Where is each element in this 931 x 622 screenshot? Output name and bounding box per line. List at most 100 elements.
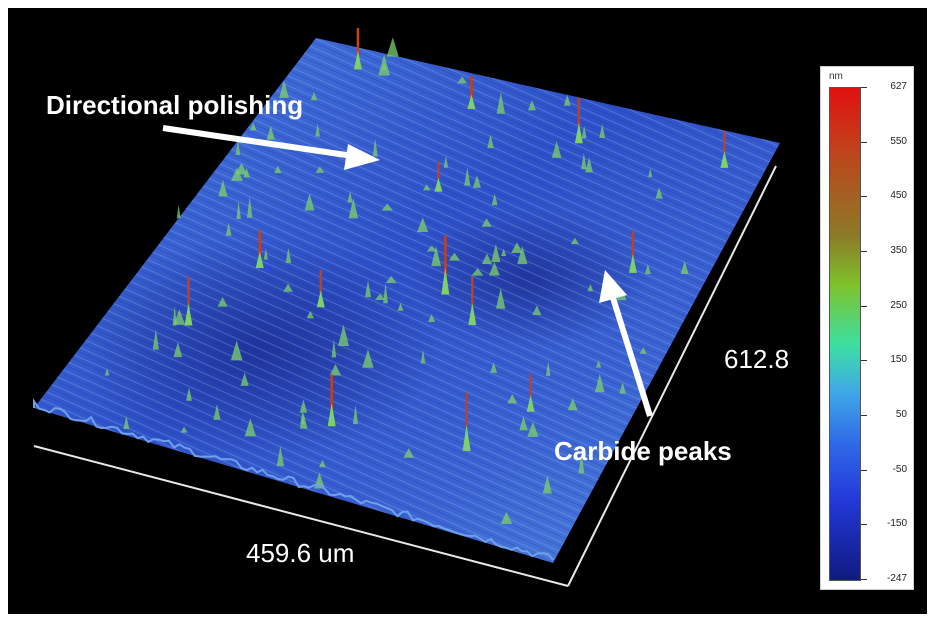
- surface-peak: [578, 452, 585, 474]
- surface-peak: [443, 155, 449, 168]
- surface-peak: [563, 94, 571, 106]
- surface-peak: [331, 339, 337, 358]
- colorbar-tick-label: 150: [890, 354, 907, 366]
- surface-peak: [501, 248, 507, 256]
- surface-peak: [173, 309, 186, 325]
- surface-peak: [276, 445, 285, 467]
- colorbar-tick-label: 627: [890, 81, 907, 92]
- surface-peak: [448, 252, 461, 261]
- colorbar-tick: [861, 415, 867, 416]
- surface-peak: [279, 80, 289, 98]
- surface-peak: [263, 248, 268, 260]
- surface-peak: [567, 398, 578, 411]
- surface-peak: [362, 349, 374, 368]
- colorbar-tick-label: -150: [886, 518, 907, 530]
- surface-peak: [173, 341, 183, 358]
- surface-peak: [300, 411, 305, 425]
- colorbar-tick: [861, 469, 867, 471]
- carbide-peak-base: [462, 424, 471, 451]
- surface-peak: [457, 76, 468, 84]
- annotation-carbide-peaks: Carbide peaks: [554, 436, 732, 466]
- surface-peak: [364, 280, 372, 298]
- surface-peak: [236, 200, 241, 219]
- colorbar-unit: nm: [829, 71, 843, 82]
- carbide-peak-base: [353, 50, 362, 70]
- surface-peak: [585, 157, 594, 173]
- surface-peak: [426, 245, 437, 252]
- surface-peak: [230, 340, 243, 361]
- surface-peak: [532, 305, 542, 316]
- surface-peak: [490, 362, 498, 373]
- arrow-to-carbide: [599, 270, 653, 417]
- surface-peak: [104, 368, 110, 376]
- surface-peak: [644, 264, 651, 275]
- surface-peak: [274, 165, 282, 174]
- polishing-streaks: [34, 38, 780, 563]
- surface-peak: [599, 123, 606, 138]
- surface-peak: [123, 415, 130, 429]
- surface-peak: [397, 302, 404, 311]
- carbide-peak-base: [467, 94, 476, 110]
- surface-peak: [304, 193, 315, 211]
- surface-peak: [496, 92, 506, 114]
- surface-peak: [594, 373, 605, 393]
- colorbar-tick: [861, 305, 867, 307]
- surface-peak: [511, 242, 523, 254]
- surface-peak: [381, 203, 393, 211]
- surface-peak: [329, 364, 342, 376]
- surface-edge-ridge: [33, 398, 554, 561]
- surface-peak: [581, 152, 587, 170]
- carbide-peak-base: [441, 267, 450, 295]
- surface-peak: [639, 347, 647, 354]
- carbide-peak-base: [327, 402, 336, 427]
- surface-peak: [648, 168, 653, 177]
- surface-peak: [372, 138, 378, 157]
- surface-peak: [246, 196, 253, 218]
- surface-peak: [680, 261, 689, 275]
- arrow-to-polishing: [162, 125, 380, 170]
- surface-peak: [619, 382, 626, 394]
- surface-peak: [266, 125, 275, 140]
- surface-peak: [218, 179, 228, 197]
- surface-peak: [235, 162, 248, 175]
- axis-x-line: [33, 445, 569, 587]
- surface-peak: [417, 217, 429, 233]
- height-colorbar: nm 627 550 450 350 250 150 50 -50 -150 -247: [820, 66, 914, 590]
- colorbar-tick: [861, 196, 867, 198]
- surface-peak: [545, 361, 551, 376]
- surface-peak: [655, 187, 663, 199]
- surface-peak: [217, 296, 228, 307]
- colorbar-tick: [861, 141, 867, 143]
- surface-peak: [383, 282, 388, 304]
- surface-peak: [420, 349, 426, 364]
- colorbar-tick: [861, 87, 867, 88]
- colorbar-tick: [861, 360, 867, 362]
- surface-peak: [225, 222, 232, 236]
- surface-peak: [306, 310, 315, 319]
- surface-peak: [471, 268, 484, 276]
- surface-peak: [315, 166, 325, 173]
- surface-peak: [491, 193, 498, 206]
- surface-peak: [381, 62, 387, 70]
- surface-peak: [481, 218, 492, 227]
- surface-peak: [491, 243, 501, 263]
- colorbar-tick-label: 250: [890, 299, 907, 311]
- colorbar-tick-label: -247: [886, 573, 907, 584]
- axis-y-label: 612.8: [724, 344, 790, 374]
- surface-peak: [240, 372, 249, 386]
- carbide-peak-base: [628, 253, 637, 273]
- axis-x-label: 459.6 um: [246, 538, 355, 568]
- surface-peak: [249, 122, 257, 131]
- colorbar-tick-label: 550: [890, 135, 907, 147]
- surface-peak: [570, 237, 579, 245]
- annotation-polishing: Directional polishing: [46, 90, 304, 120]
- surface-peak: [186, 387, 192, 401]
- surface-peak: [347, 191, 353, 203]
- surface-peak: [507, 394, 518, 404]
- surface-peak: [500, 511, 513, 524]
- surface-peak: [527, 421, 539, 437]
- axis-y-line: [567, 165, 777, 587]
- surface-peak: [386, 37, 399, 57]
- surface-peak: [464, 167, 471, 186]
- surface-peak: [352, 404, 359, 425]
